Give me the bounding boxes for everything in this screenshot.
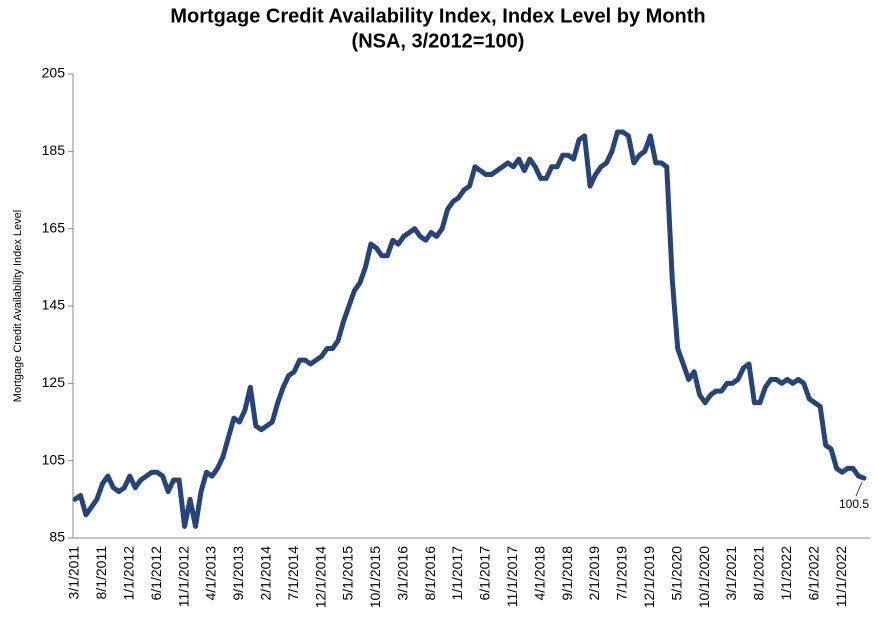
x-tick-label: 5/1/2020 xyxy=(668,546,684,601)
x-tick-label: 8/1/2021 xyxy=(751,546,767,601)
x-tick-label: 5/1/2015 xyxy=(340,546,356,601)
x-tick-label: 3/1/2016 xyxy=(394,546,410,601)
x-tick-label: 1/1/2017 xyxy=(449,546,465,601)
y-axis-label: Mortgage Credit Availability Index Level xyxy=(12,210,24,402)
y-tick-label: 105 xyxy=(42,451,66,467)
y-tick-label: 85 xyxy=(49,529,65,545)
x-tick-label: 4/1/2018 xyxy=(531,546,547,601)
x-tick-label: 11/1/2022 xyxy=(833,546,849,607)
x-tick-label: 11/1/2017 xyxy=(504,546,520,607)
x-tick-label: 7/1/2019 xyxy=(614,546,630,601)
data-line xyxy=(72,129,867,529)
x-tick-label: 7/1/2014 xyxy=(285,546,301,601)
x-tick-label: 2/1/2014 xyxy=(257,546,273,601)
x-tick-label: 9/1/2018 xyxy=(559,546,575,601)
x-tick-label: 9/1/2013 xyxy=(230,546,246,601)
x-tick-label: 3/1/2021 xyxy=(723,546,739,601)
y-tick-label: 185 xyxy=(42,142,66,158)
x-tick-label: 6/1/2022 xyxy=(805,546,821,601)
x-tick-label: 1/1/2012 xyxy=(120,546,136,601)
y-tick-label: 145 xyxy=(42,297,66,313)
x-tick-label: 8/1/2011 xyxy=(93,546,109,600)
x-tick-label: 10/1/2020 xyxy=(696,546,712,608)
chart-title: Mortgage Credit Availability Index, Inde… xyxy=(170,5,705,27)
x-tick-label: 4/1/2013 xyxy=(203,546,219,601)
x-tick-label: 6/1/2012 xyxy=(148,546,164,601)
x-tick-label: 12/1/2014 xyxy=(312,546,328,608)
y-tick-label: 125 xyxy=(42,374,66,390)
y-tick-label: 205 xyxy=(42,65,66,81)
x-tick-label: 2/1/2019 xyxy=(586,546,602,601)
data-label: 100.5 xyxy=(839,497,869,511)
x-tick-label: 10/1/2015 xyxy=(367,546,383,608)
x-tick-label: 8/1/2016 xyxy=(422,546,438,601)
x-tick-label: 12/1/2019 xyxy=(641,546,657,608)
y-tick-label: 165 xyxy=(42,219,66,235)
x-tick-label: 11/1/2012 xyxy=(175,546,191,607)
x-tick-label: 6/1/2017 xyxy=(477,546,493,601)
chart-subtitle: (NSA, 3/2012=100) xyxy=(352,30,525,52)
x-tick-label: 1/1/2022 xyxy=(778,546,794,601)
label-leader xyxy=(855,481,863,497)
x-tick-label: 3/1/2011 xyxy=(66,546,82,600)
